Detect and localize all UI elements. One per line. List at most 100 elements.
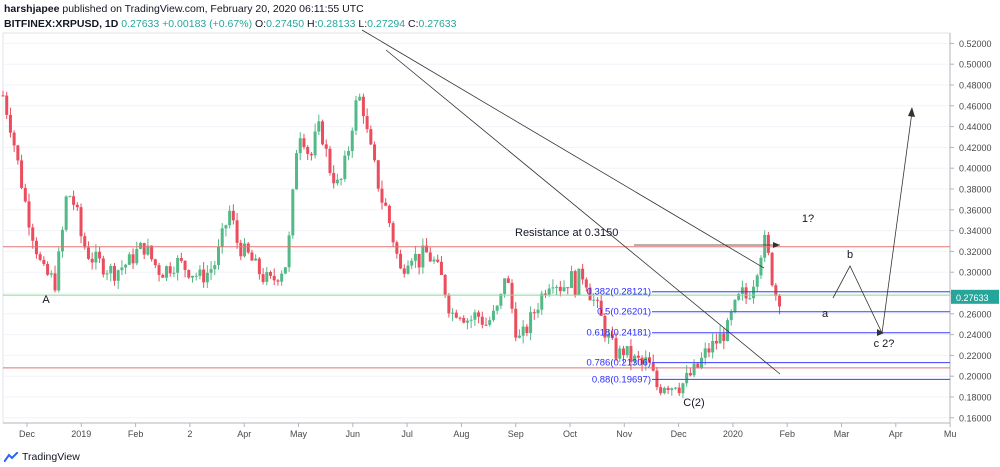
candle-body bbox=[235, 220, 239, 243]
candle-body bbox=[547, 288, 551, 295]
candle-body bbox=[744, 287, 748, 299]
candle-body bbox=[31, 227, 35, 241]
fib-label-3: 0.786(0.21306) bbox=[587, 358, 651, 369]
trend-line-1[interactable] bbox=[385, 49, 781, 375]
candle-body bbox=[280, 273, 284, 282]
candle-body bbox=[265, 271, 269, 282]
candle-body bbox=[216, 246, 220, 266]
low-label: L: bbox=[358, 18, 368, 30]
trend-line-0[interactable] bbox=[361, 29, 765, 269]
candle-body bbox=[443, 274, 447, 296]
candle-body bbox=[105, 273, 109, 275]
projection-path[interactable] bbox=[832, 111, 913, 335]
candle-body bbox=[454, 312, 458, 318]
candle-body bbox=[551, 287, 555, 289]
candle-body bbox=[68, 196, 72, 198]
annotation-3: b bbox=[847, 249, 853, 261]
candle-body bbox=[358, 96, 362, 101]
footer-brand[interactable]: TradingView bbox=[4, 450, 80, 464]
candle-body bbox=[740, 287, 744, 294]
candle-body bbox=[477, 312, 481, 317]
candle-body bbox=[64, 196, 68, 230]
candle-body bbox=[306, 147, 310, 154]
annotation-4: a bbox=[822, 308, 829, 320]
low-value: 0.27294 bbox=[367, 18, 406, 30]
high-value: 0.28133 bbox=[317, 18, 356, 30]
candle-body bbox=[718, 333, 722, 344]
candle-body bbox=[321, 121, 325, 145]
candle-body bbox=[506, 278, 510, 283]
candle-body bbox=[176, 257, 180, 273]
candle-body bbox=[183, 260, 187, 270]
open-label: O: bbox=[255, 18, 267, 30]
x-tick-label-17: Mu bbox=[944, 429, 957, 439]
candle-body bbox=[618, 348, 622, 359]
candle-body bbox=[46, 264, 50, 275]
candle-body bbox=[640, 357, 644, 365]
candle-body bbox=[581, 268, 585, 280]
candle-body bbox=[79, 207, 83, 237]
candle-body bbox=[332, 172, 336, 184]
candle-body bbox=[484, 324, 488, 326]
candle-body bbox=[72, 196, 76, 205]
candle-body bbox=[737, 293, 741, 300]
candle-body bbox=[127, 254, 131, 265]
candle-body bbox=[521, 326, 525, 336]
y-tick-label-11: 0.30000 bbox=[959, 268, 992, 278]
fib-label-2: 0.618(0.24181) bbox=[587, 328, 651, 339]
candle-body bbox=[428, 252, 432, 262]
candle-body bbox=[135, 248, 139, 264]
x-tick-label-14: Feb bbox=[779, 429, 795, 439]
candle-body bbox=[540, 293, 544, 310]
candle-body bbox=[451, 312, 455, 314]
candle-body bbox=[774, 285, 778, 296]
candle-body bbox=[324, 144, 328, 149]
c-arrowhead-icon bbox=[877, 329, 884, 336]
candle-body bbox=[257, 258, 261, 275]
candle-body bbox=[659, 387, 663, 394]
plot-area[interactable] bbox=[2, 32, 951, 424]
candle-body bbox=[417, 253, 421, 268]
candle-body bbox=[558, 286, 562, 292]
symbol-label[interactable]: BITFINEX:XRPUSD, 1D bbox=[4, 18, 119, 30]
x-tick-label-4: Apr bbox=[237, 429, 251, 439]
y-tick-label-9: 0.34000 bbox=[959, 226, 992, 236]
candle-body bbox=[328, 148, 332, 173]
candle-body bbox=[488, 320, 492, 325]
candle-body bbox=[555, 286, 559, 288]
x-tick-label-0: Dec bbox=[19, 429, 36, 439]
candle-body bbox=[276, 280, 280, 282]
y-tick-label-7: 0.38000 bbox=[959, 185, 992, 195]
candle-body bbox=[651, 362, 655, 371]
projection-arrowhead-icon bbox=[908, 107, 915, 117]
candle-body bbox=[231, 210, 235, 221]
x-tick-label-7: Jul bbox=[401, 429, 413, 439]
candle-body bbox=[703, 348, 707, 358]
candle-body bbox=[499, 293, 503, 306]
candle-body bbox=[101, 258, 105, 275]
candle-body bbox=[287, 235, 291, 268]
candle-body bbox=[16, 145, 20, 161]
candle-body bbox=[603, 315, 607, 338]
annotation-2: 1? bbox=[802, 213, 814, 225]
y-tick-label-1: 0.50000 bbox=[959, 60, 992, 70]
candle-body bbox=[83, 236, 87, 248]
candle-body bbox=[410, 260, 414, 266]
candle-body bbox=[339, 178, 343, 180]
y-tick-label-8: 0.36000 bbox=[959, 205, 992, 215]
x-tick-label-2: Feb bbox=[128, 429, 144, 439]
candle-body bbox=[514, 308, 518, 338]
candle-body bbox=[187, 269, 191, 278]
author-name[interactable]: harshjapee bbox=[4, 3, 60, 15]
x-tick-label-5: May bbox=[290, 429, 308, 439]
candle-body bbox=[49, 273, 53, 275]
candle-body bbox=[109, 265, 113, 274]
y-tick-label-4: 0.44000 bbox=[959, 122, 992, 132]
candle-body bbox=[696, 363, 700, 368]
y-tick-label-18: 0.16000 bbox=[959, 413, 992, 423]
candle-body bbox=[90, 258, 94, 263]
candle-body bbox=[53, 273, 57, 291]
candle-body bbox=[662, 387, 666, 394]
candle-body bbox=[692, 363, 696, 376]
